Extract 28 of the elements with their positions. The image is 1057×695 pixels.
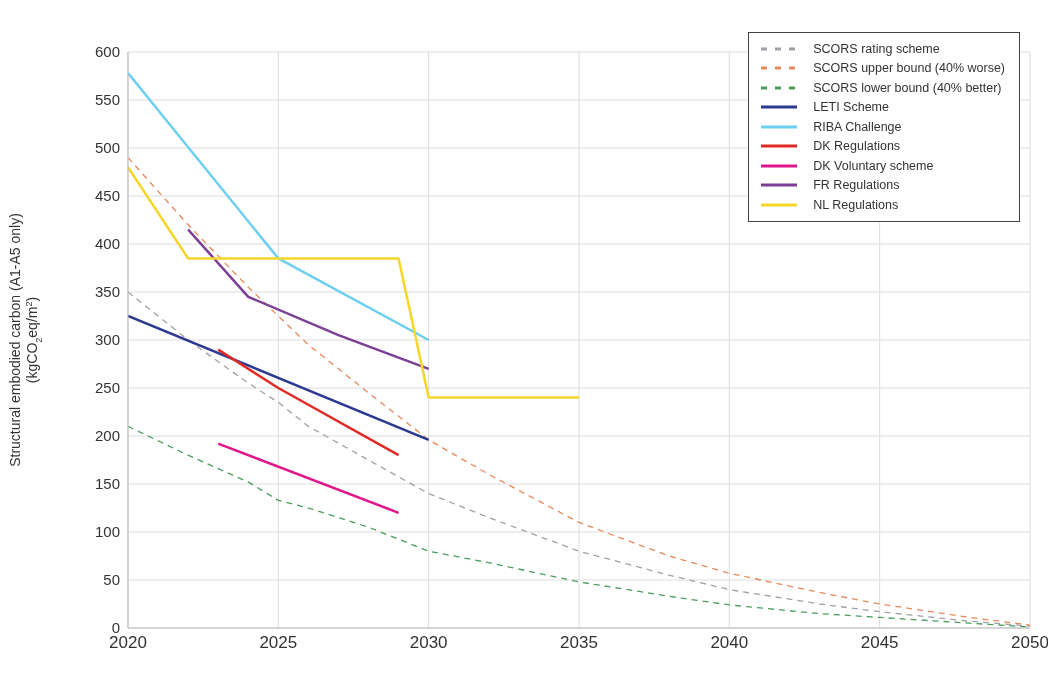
y-tick-label: 50	[103, 571, 120, 589]
y-tick-label: 500	[94, 139, 120, 157]
y-tick-label: 150	[94, 475, 120, 493]
x-tick-label: 2025	[259, 633, 298, 653]
y-tick-label: 550	[94, 91, 120, 109]
y-tick-label: 100	[94, 523, 120, 541]
y-tick-label: 600	[94, 43, 120, 61]
y-tick-label: 350	[94, 283, 120, 301]
legend-label: DK Regulations	[813, 139, 901, 154]
y-tick-label: 450	[94, 187, 120, 205]
x-tick-label: 2040	[710, 633, 749, 653]
x-tick-label: 2045	[860, 633, 899, 653]
legend-label: LETI Scheme	[813, 100, 889, 115]
legend-label: SCORS upper bound (40% worse)	[813, 61, 1005, 76]
legend-label: FR Regulations	[813, 178, 900, 193]
legend-label: RIBA Challenge	[813, 119, 902, 134]
legend-label: SCORS rating scheme	[813, 41, 940, 56]
legend-label: SCORS lower bound (40% better)	[813, 80, 1002, 95]
x-tick-label: 2050	[1011, 633, 1049, 653]
legend-label: NL Regulations	[813, 197, 899, 212]
y-tick-label: 250	[94, 379, 120, 397]
x-tick-label: 2035	[560, 633, 598, 653]
y-tick-label: 200	[94, 427, 120, 445]
y-tick-label: 300	[94, 331, 120, 349]
y-tick-label: 400	[94, 235, 120, 253]
legend-label: DK Voluntary scheme	[813, 158, 934, 173]
x-tick-label: 2030	[409, 633, 448, 653]
line-series	[186, 228, 430, 371]
